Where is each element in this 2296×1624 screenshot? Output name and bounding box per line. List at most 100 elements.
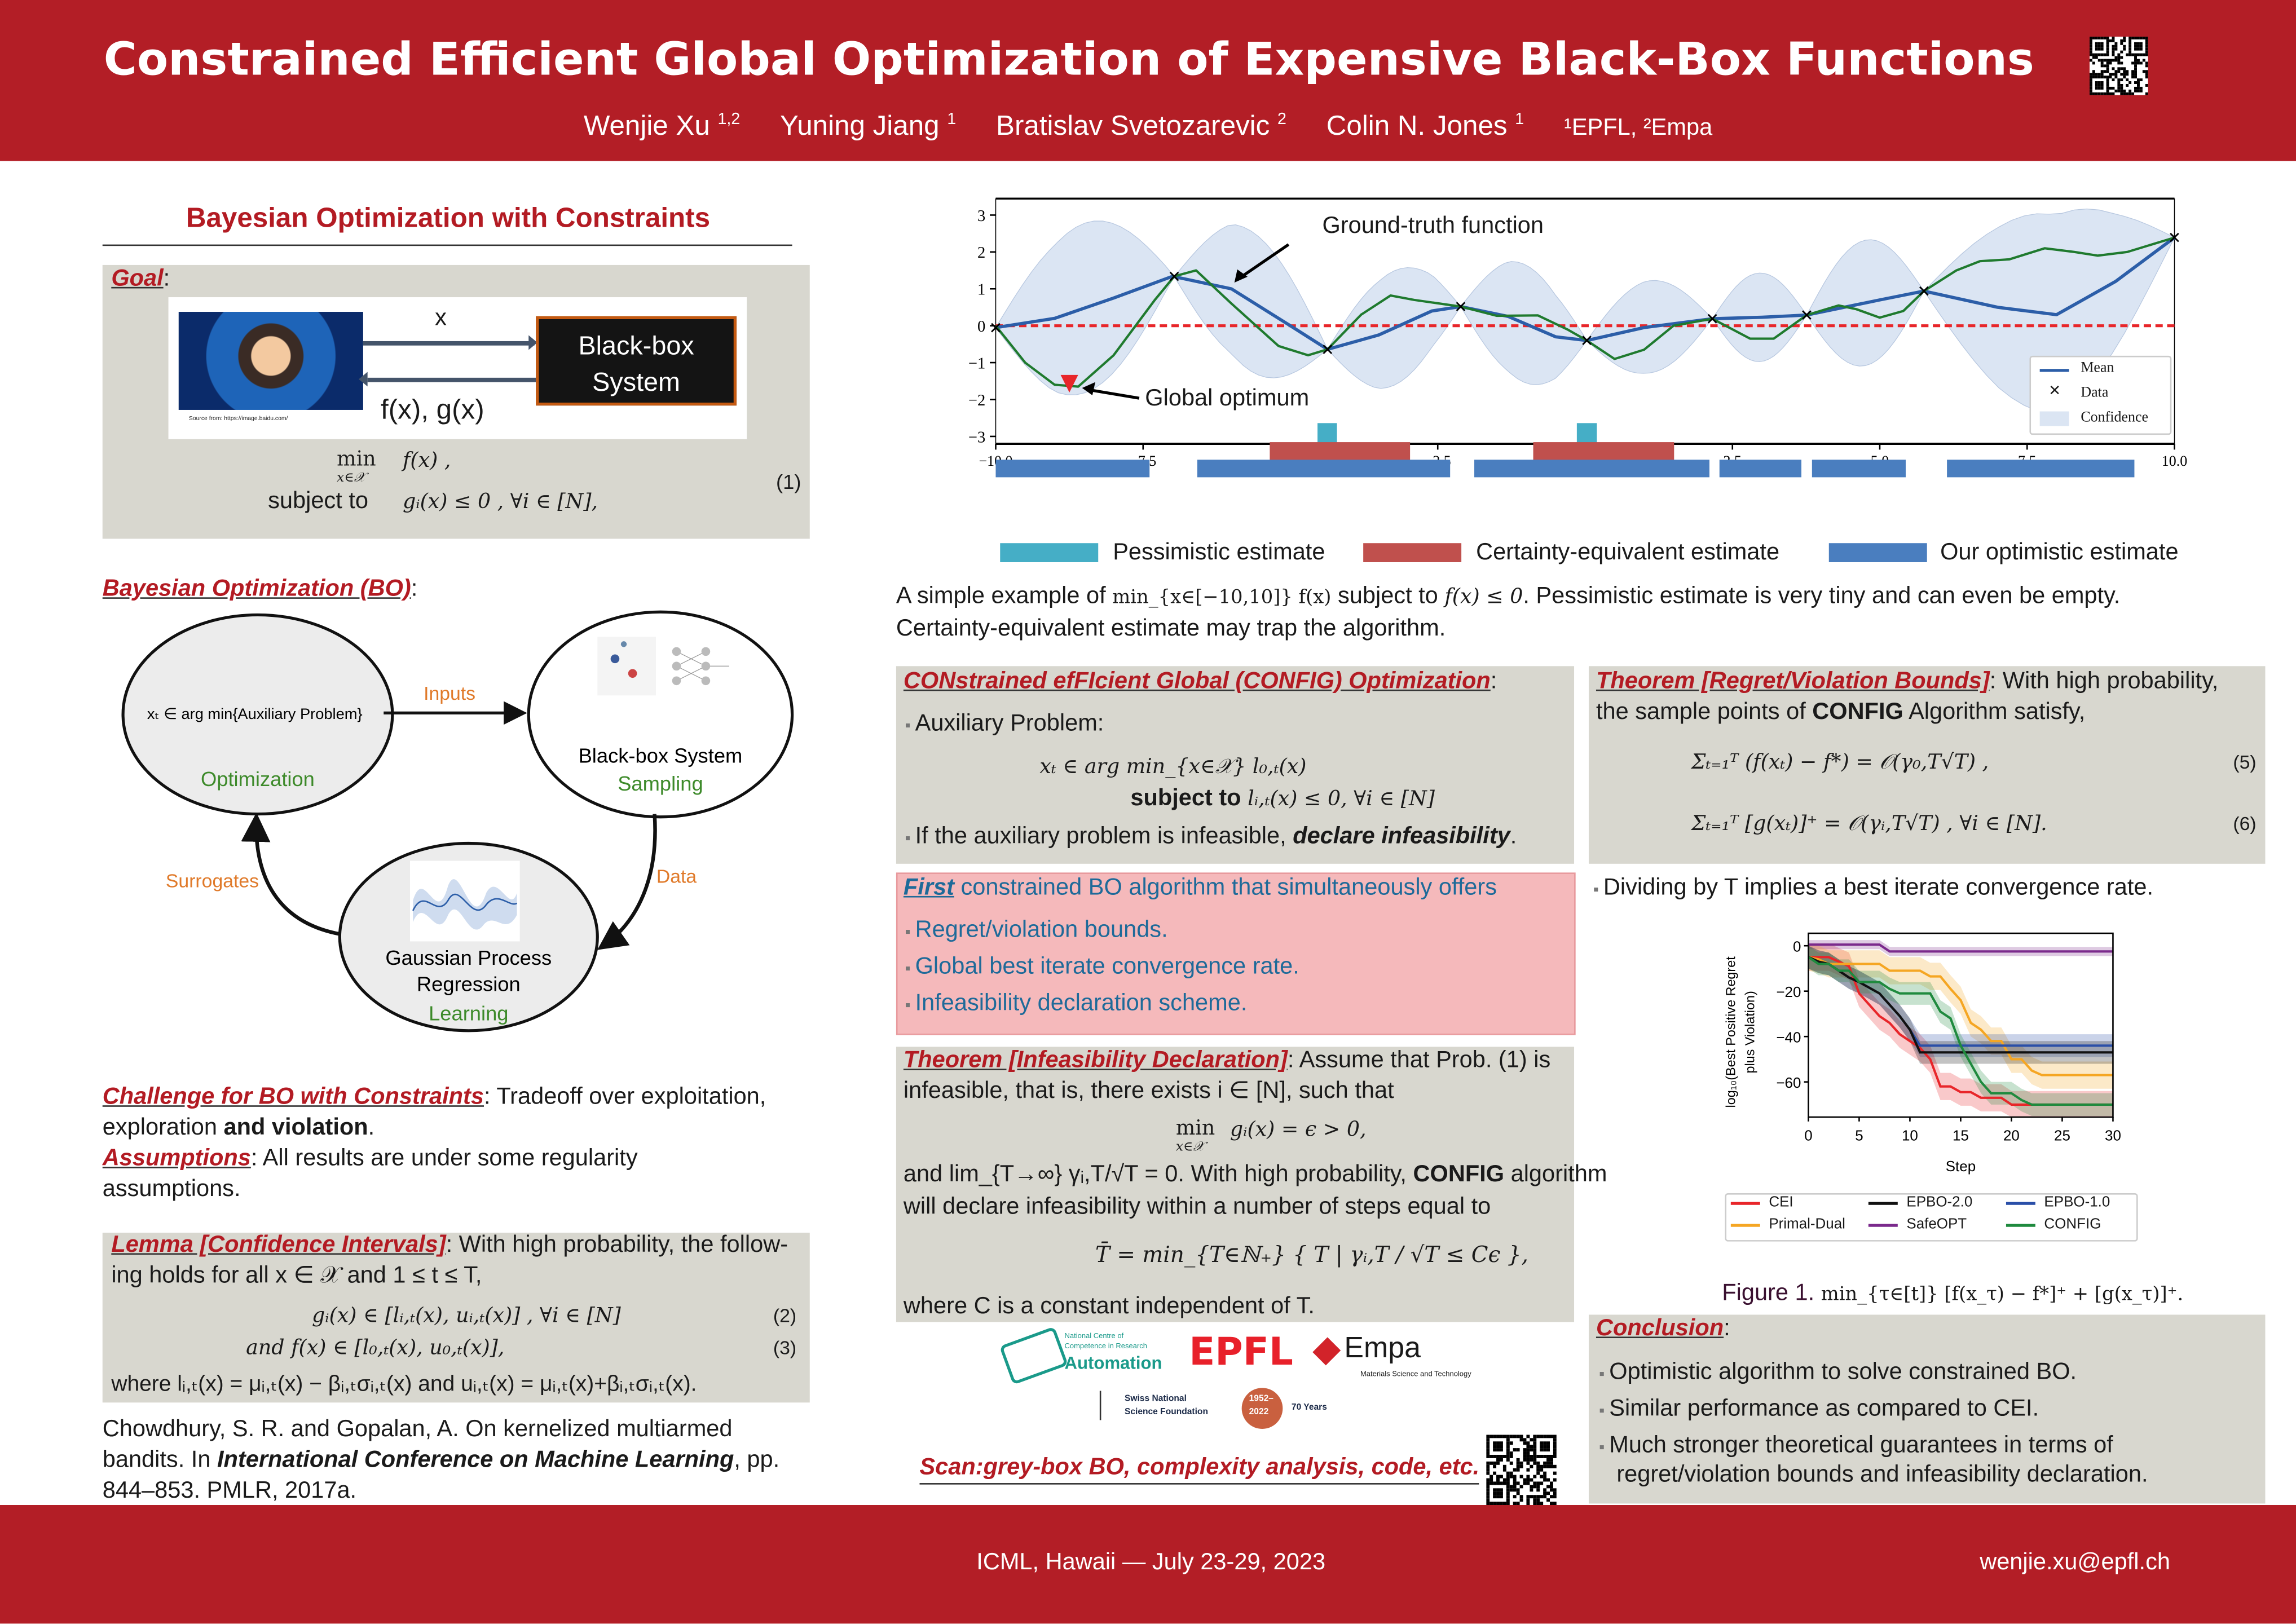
- eq-number: (3): [773, 1336, 797, 1359]
- empa-logo-icon: [1312, 1337, 1341, 1366]
- qr-module: [1513, 1448, 1517, 1452]
- qr-module: [2136, 81, 2140, 84]
- annotation-ground-truth: Ground-truth function: [1322, 214, 1544, 239]
- qr-module: [2126, 73, 2129, 76]
- qr-module: [1509, 1471, 1513, 1475]
- bo-heading: Bayesian Optimization (BO):: [102, 576, 418, 602]
- qr-module: [1489, 1461, 1493, 1465]
- qr-module: [2131, 92, 2135, 95]
- qr-module: [1506, 1485, 1510, 1489]
- qr-module: [2123, 89, 2126, 92]
- qr-module: [1553, 1488, 1557, 1492]
- qr-module: [2139, 53, 2143, 56]
- qr-module: [2145, 39, 2148, 42]
- optimistic-swatch: [1828, 543, 1927, 562]
- regret-text: Theorem [Regret/Violation Bounds]: With …: [1596, 669, 2219, 694]
- conclusion-item: Optimistic algorithm to solve constraine…: [1599, 1358, 2077, 1389]
- qr-module: [1499, 1502, 1503, 1505]
- contact-email[interactable]: wenjie.xu@epfl.ch: [1980, 1550, 2170, 1576]
- qr-module: [2097, 59, 2101, 62]
- qr-module: [1526, 1468, 1530, 1472]
- qr-module: [1536, 1471, 1540, 1475]
- qr-module: [2139, 45, 2143, 48]
- qr-module: [2131, 76, 2135, 79]
- qr-module: [2112, 78, 2115, 82]
- qr-module: [2139, 47, 2143, 51]
- qr-module: [1553, 1454, 1557, 1458]
- qr-module: [2100, 61, 2104, 65]
- qr-module: [2126, 83, 2129, 87]
- qr-module: [1526, 1454, 1530, 1458]
- qr-module: [1553, 1445, 1557, 1449]
- qr-module: [2134, 45, 2137, 48]
- qr-module: [2100, 53, 2104, 56]
- qr-module: [2128, 42, 2132, 45]
- qr-module: [2120, 78, 2123, 82]
- lemma-box: [102, 1233, 810, 1403]
- config-bullet: If the auxiliary problem is infeasible, …: [905, 823, 1517, 854]
- qr-module: [2097, 73, 2101, 76]
- qr-module: [1493, 1441, 1497, 1445]
- qr-module: [2109, 59, 2112, 62]
- qr-module: [1526, 1441, 1530, 1445]
- qr-module: [2120, 39, 2123, 42]
- qr-module: [1506, 1445, 1510, 1449]
- qr-module: [1536, 1454, 1540, 1458]
- qr-module: [2100, 42, 2104, 45]
- qr-module: [2123, 39, 2126, 42]
- optimistic-interval-bar: [1719, 460, 1802, 478]
- qr-module: [2114, 70, 2118, 73]
- qr-module: [1506, 1481, 1510, 1485]
- qr-module: [2106, 86, 2109, 90]
- inputs-label: Inputs: [424, 683, 475, 704]
- qr-module: [1553, 1448, 1557, 1452]
- qr-module: [2145, 61, 2148, 65]
- qr-code[interactable]: [1486, 1435, 1557, 1505]
- qr-module: [2106, 36, 2109, 39]
- conclusion-heading: Conclusion:: [1596, 1316, 1730, 1341]
- qr-module: [1502, 1481, 1506, 1485]
- qr-module: [2123, 92, 2126, 95]
- scan-link[interactable]: Scan:grey-box BO, complexity analysis, c…: [919, 1453, 1480, 1485]
- qr-module: [1489, 1475, 1493, 1479]
- qr-module: [1502, 1468, 1506, 1472]
- qr-code[interactable]: [2089, 36, 2148, 95]
- qr-module: [2123, 67, 2126, 70]
- qr-module: [2114, 42, 2118, 45]
- optimistic-interval-bar: [1947, 460, 2135, 478]
- eq-objective: f(x) ,: [402, 449, 451, 473]
- qr-module: [2100, 47, 2104, 51]
- qr-module: [2106, 64, 2109, 68]
- legend-label: Pessimistic estimate: [1113, 540, 1325, 566]
- qr-module: [2095, 45, 2098, 48]
- annotation-arrow: [1086, 388, 1140, 400]
- qr-module: [1486, 1451, 1490, 1455]
- qr-module: [2117, 78, 2121, 82]
- infeasibility-text: where C is a constant independent of T.: [903, 1294, 1315, 1320]
- qr-module: [1526, 1502, 1530, 1505]
- qr-module: [1533, 1445, 1537, 1449]
- x-tick-label: 10: [1902, 1127, 1918, 1144]
- conclusion-item: Much stronger theoretical guarantees in …: [1599, 1432, 2113, 1463]
- qr-module: [2145, 45, 2148, 48]
- qr-module: [1513, 1488, 1517, 1492]
- qr-module: [2089, 59, 2092, 62]
- qr-module: [2136, 47, 2140, 51]
- qr-module: [1533, 1448, 1537, 1452]
- qr-module: [1530, 1458, 1533, 1462]
- pessimistic-interval-bar: [1317, 423, 1337, 444]
- optimistic-interval-bar: [1474, 460, 1709, 478]
- qr-module: [2112, 86, 2115, 90]
- ml-thumbnail: [597, 637, 729, 696]
- figure-caption: Figure 1. min_{τ∈[t]} [f(x_τ) − f*]⁺ + […: [1722, 1281, 2184, 1306]
- qr-module: [2128, 47, 2132, 51]
- qr-module: [2106, 59, 2109, 62]
- data-point-marker: ✕: [1580, 332, 1594, 350]
- qr-module: [1553, 1464, 1557, 1468]
- qr-module: [1549, 1454, 1553, 1458]
- qr-module: [2106, 83, 2109, 87]
- qr-module: [2136, 61, 2140, 65]
- bo-cycle-diagram: Inputs Data Surrogates xₜ ∈ arg min{Auxi…: [121, 610, 794, 1032]
- qr-module: [1509, 1435, 1513, 1438]
- qr-module: [1540, 1464, 1544, 1468]
